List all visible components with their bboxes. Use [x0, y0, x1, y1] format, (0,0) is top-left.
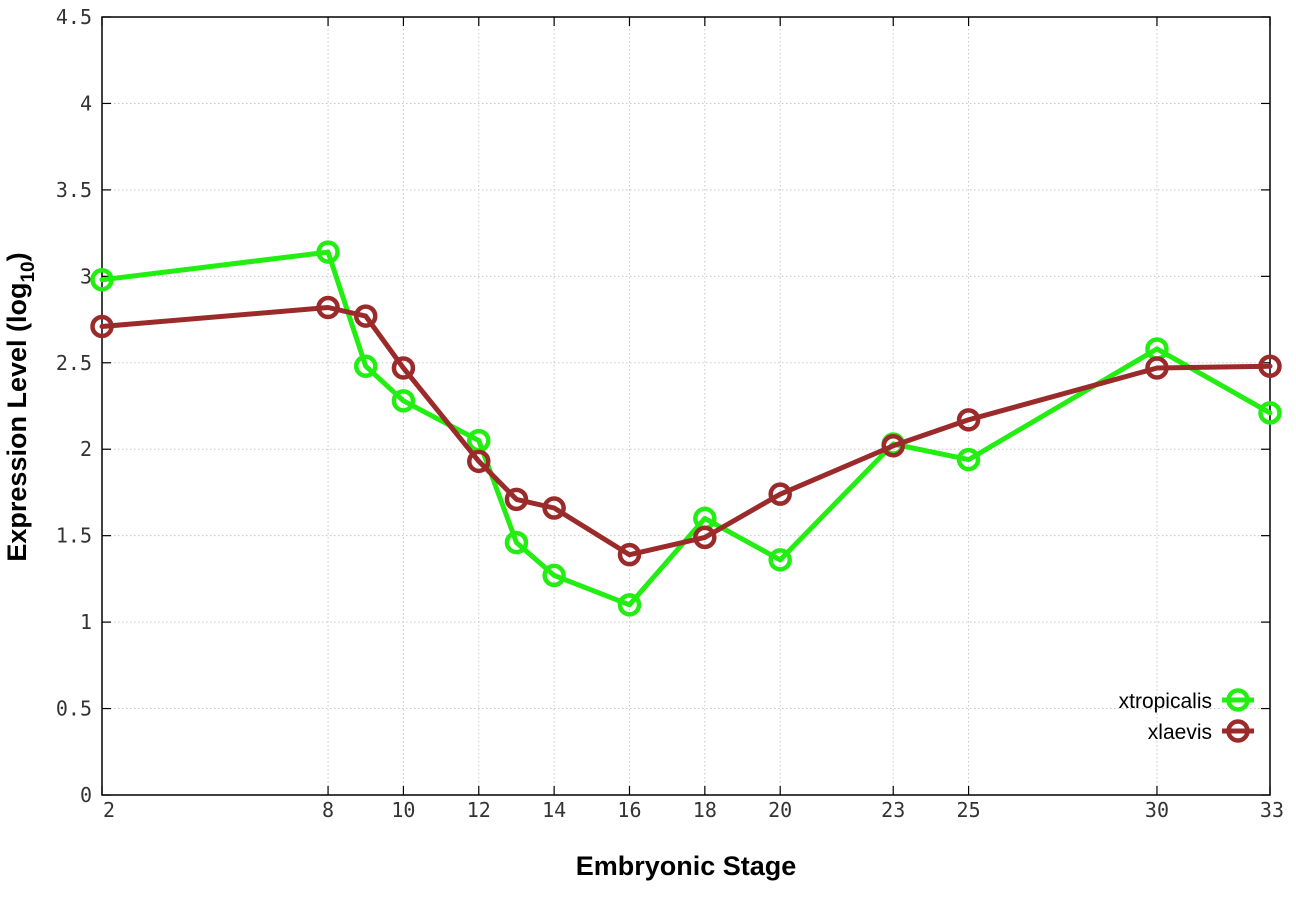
x-tick-label: 14	[542, 798, 566, 822]
data-point-xlaevis	[391, 356, 416, 380]
x-tick-label: 30	[1145, 798, 1169, 822]
legend-marker-xtropicalis	[1226, 688, 1250, 712]
legend-marker-xlaevis	[1226, 719, 1250, 743]
data-point-xtropicalis	[956, 447, 981, 472]
data-point-xlaevis	[542, 496, 566, 520]
data-point-xlaevis	[768, 482, 792, 506]
data-point-xtropicalis	[391, 389, 416, 413]
data-point-xlaevis	[316, 295, 340, 320]
data-point-xlaevis	[617, 542, 642, 567]
x-tick-label: 8	[322, 798, 334, 822]
grid-lines	[102, 17, 1270, 795]
y-tick-label: 4.5	[56, 5, 92, 29]
y-tick-label: 1	[80, 610, 92, 634]
x-tick-label: 23	[881, 798, 905, 822]
legend: xtropicalis xlaevis	[1119, 688, 1254, 744]
x-tick-label: 12	[467, 798, 491, 822]
y-tick-label: 4	[80, 91, 92, 115]
y-tick-label: 1.5	[56, 524, 92, 548]
data-point-xtropicalis	[542, 563, 566, 588]
data-point-xlaevis	[353, 304, 378, 328]
x-tick-label: 33	[1260, 798, 1284, 822]
x-tick-label: 18	[693, 798, 717, 822]
data-point-xtropicalis	[504, 530, 529, 555]
data-point-xlaevis	[881, 434, 905, 458]
series-layer	[90, 240, 1282, 617]
data-point-xlaevis	[504, 487, 529, 512]
x-tick-label: 20	[768, 798, 792, 822]
y-axis-title: Expression Level (log10)	[2, 252, 39, 561]
y-tick-label: 2.5	[56, 351, 92, 375]
y-tick-label: 0	[80, 783, 92, 807]
legend-label-xlaevis: xlaevis	[1148, 721, 1212, 744]
data-point-xtropicalis	[90, 268, 114, 292]
x-axis-title: Embryonic Stage	[576, 851, 797, 881]
data-point-xlaevis	[467, 449, 491, 474]
data-point-xtropicalis	[316, 240, 340, 264]
series-line-xlaevis	[99, 305, 1273, 558]
x-tick-label: 10	[391, 798, 415, 822]
data-point-xtropicalis	[353, 354, 378, 378]
x-tick-label: 25	[957, 798, 981, 822]
y-tick-label: 3.5	[56, 178, 92, 202]
y-tick-label: 2	[80, 437, 92, 461]
x-tick-label: 2	[103, 798, 115, 822]
data-point-xlaevis	[693, 525, 717, 550]
series-line-xtropicalis	[99, 249, 1273, 608]
data-point-xlaevis	[1258, 354, 1282, 378]
data-point-xlaevis	[90, 314, 114, 339]
data-point-xtropicalis	[617, 593, 642, 617]
y-tick-label: 3	[80, 264, 92, 288]
axis-ticks: 0 0.5 1 1.5 2 2.5 3 3.5 4 4.5 2 8 10 12 14 16 18 20 23 25 30…	[56, 5, 1284, 822]
x-tick-label: 16	[617, 798, 641, 822]
data-point-xtropicalis	[768, 548, 792, 572]
y-tick-label: 0.5	[56, 697, 92, 721]
plot-frame	[101, 16, 1271, 796]
data-point-xlaevis	[1145, 356, 1169, 380]
data-point-xlaevis	[956, 408, 981, 432]
legend-label-xtropicalis: xtropicalis	[1119, 690, 1212, 713]
data-point-xtropicalis	[1258, 401, 1282, 425]
